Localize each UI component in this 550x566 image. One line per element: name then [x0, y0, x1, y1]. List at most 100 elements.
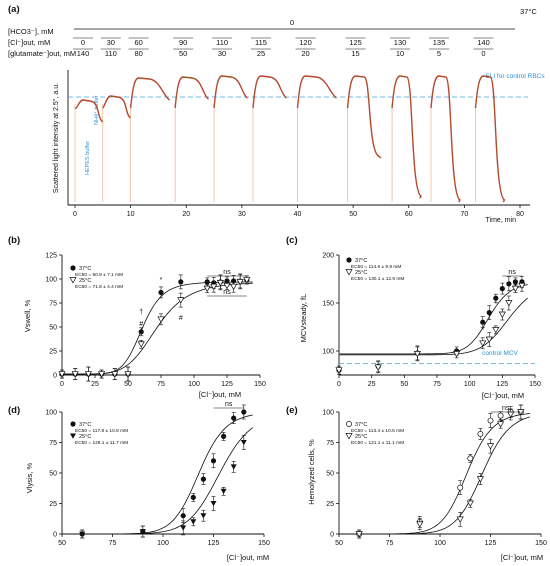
data-point-open-triangle [374, 364, 382, 371]
legend-ec50: EC50 = 114.6 ± 9.9 mM [351, 264, 401, 270]
significance-label: * [160, 277, 163, 284]
legend-ec50: EC50 = 113.4 ± 10.5 mM [351, 428, 404, 434]
data-point-open-triangle [413, 351, 422, 358]
y-tick-label: 25 [49, 501, 57, 508]
panel-c-x-label: [Cl⁻]out, mM [482, 391, 524, 400]
legend-series-name: 37°C [355, 422, 367, 428]
x-tick-label: 50 [124, 381, 132, 388]
temperature-label: 37°C [520, 7, 537, 16]
panel-e: (e) Hemolyzed cells, % [Cl⁻]out, mM 50 75… [286, 404, 547, 562]
glutamate-value: 20 [301, 49, 309, 58]
significance-label: * [494, 301, 497, 308]
panel-e-label: (e) [286, 405, 298, 416]
data-point-circle [204, 279, 210, 285]
cl-value: 60 [134, 38, 142, 47]
x-tick-label: 75 [386, 540, 394, 547]
data-point-circle [480, 319, 486, 325]
legend-ec50: EC50 = 121.1 ± 11.1 mM [351, 440, 404, 446]
y-tick-label: 200 [322, 253, 334, 260]
x-tick-label: 150 [258, 540, 270, 547]
data-point-circle [499, 286, 505, 292]
scattering-trace-noise [430, 75, 461, 203]
panel-a-label: (a) [8, 4, 20, 15]
data-point-open-triangle [335, 367, 343, 374]
significance-label: ns [223, 289, 231, 296]
scattering-trace-noise [297, 75, 337, 109]
data-point-triangle [230, 464, 237, 470]
control-mcv-label: control MCV [482, 350, 518, 357]
scattering-trace-noise [102, 95, 131, 119]
y-tick-label: 0 [330, 532, 334, 539]
panel-e-x-label: [Cl⁻]out, mM [501, 553, 543, 562]
panel-b-x-label: [Cl⁻]out, mM [199, 390, 241, 399]
hco3-row-label: [HCO3⁻], mM [8, 27, 54, 36]
scattering-trace [474, 75, 506, 203]
data-point-open-triangle [210, 283, 218, 291]
scattering-trace [391, 75, 422, 199]
data-point-triangle [240, 440, 247, 446]
significance-label: ns [508, 269, 516, 276]
scattering-trace [430, 75, 461, 203]
data-point-circle [178, 279, 184, 285]
data-point-triangle [180, 525, 187, 531]
significance-label: † [139, 309, 143, 316]
data-point-circle [486, 310, 492, 316]
x-tick-label: 100 [157, 540, 169, 547]
data-point-open-triangle [137, 341, 145, 348]
scattering-trace-noise [74, 99, 103, 123]
fit-curve [340, 416, 531, 535]
glutamate-value: 80 [134, 49, 142, 58]
panel-a-x-tick-label: 40 [294, 211, 302, 218]
x-tick-label: 50 [400, 381, 408, 388]
x-tick-label: 75 [157, 381, 165, 388]
data-point-triangle [139, 529, 146, 535]
legend-ec50: EC50 = 128.1 ± 11.7 mM [75, 440, 128, 446]
data-point-open-triangle [177, 297, 185, 304]
y-tick-label: 0 [53, 532, 57, 539]
data-point-open-triangle [97, 371, 106, 378]
y-tick-label: 50 [49, 325, 57, 332]
legend-series-name: 25°C [355, 434, 367, 440]
x-tick-label: 125 [485, 540, 497, 547]
hco3-value: 0 [290, 18, 294, 27]
data-point-triangle [70, 433, 76, 439]
data-point-open-triangle [223, 282, 231, 290]
data-point-open-triangle [216, 279, 225, 287]
glutamate-row-label: [glutamate⁻]out, mM [8, 49, 76, 58]
cl-value: 30 [107, 38, 115, 47]
data-point-open-triangle [466, 500, 474, 508]
y-tick-label: 25 [49, 349, 57, 356]
legend-ec50: EC50 = 130.1 ± 12.9 mM [351, 276, 404, 282]
cl-value: 110 [216, 38, 228, 47]
data-point-open-triangle [511, 285, 520, 293]
data-point-open-circle [487, 417, 494, 424]
y-tick-label: 75 [326, 440, 334, 447]
data-point-open-triangle [157, 316, 165, 323]
x-tick-label: 125 [208, 540, 220, 547]
data-point-open-triangle [69, 277, 77, 284]
x-tick-label: 0 [337, 381, 341, 388]
data-point-open-triangle [345, 269, 353, 276]
scattering-trace-noise [130, 77, 170, 109]
x-tick-label: 25 [91, 381, 99, 388]
glutamate-value: 10 [396, 49, 404, 58]
scattering-trace [252, 75, 287, 109]
panel-a-x-tick-label: 10 [127, 211, 135, 218]
data-point-open-triangle [229, 283, 238, 291]
legend-series-name: 37°C [79, 422, 91, 428]
significance-label: ns [502, 405, 510, 412]
x-tick-label: 100 [464, 381, 476, 388]
glutamate-value: 15 [351, 49, 359, 58]
data-point-open-triangle [71, 371, 79, 378]
panel-a-x-tick-label: 0 [73, 211, 77, 218]
data-point-circle [493, 295, 499, 301]
data-point-open-triangle [456, 516, 464, 523]
data-point-circle [158, 289, 164, 296]
data-point-triangle [210, 501, 217, 507]
y-tick-label: 25 [326, 501, 334, 508]
data-point-open-circle [497, 412, 504, 419]
data-point-circle [200, 476, 206, 482]
glutamate-value: 50 [179, 49, 187, 58]
data-point-open-triangle [236, 279, 244, 286]
